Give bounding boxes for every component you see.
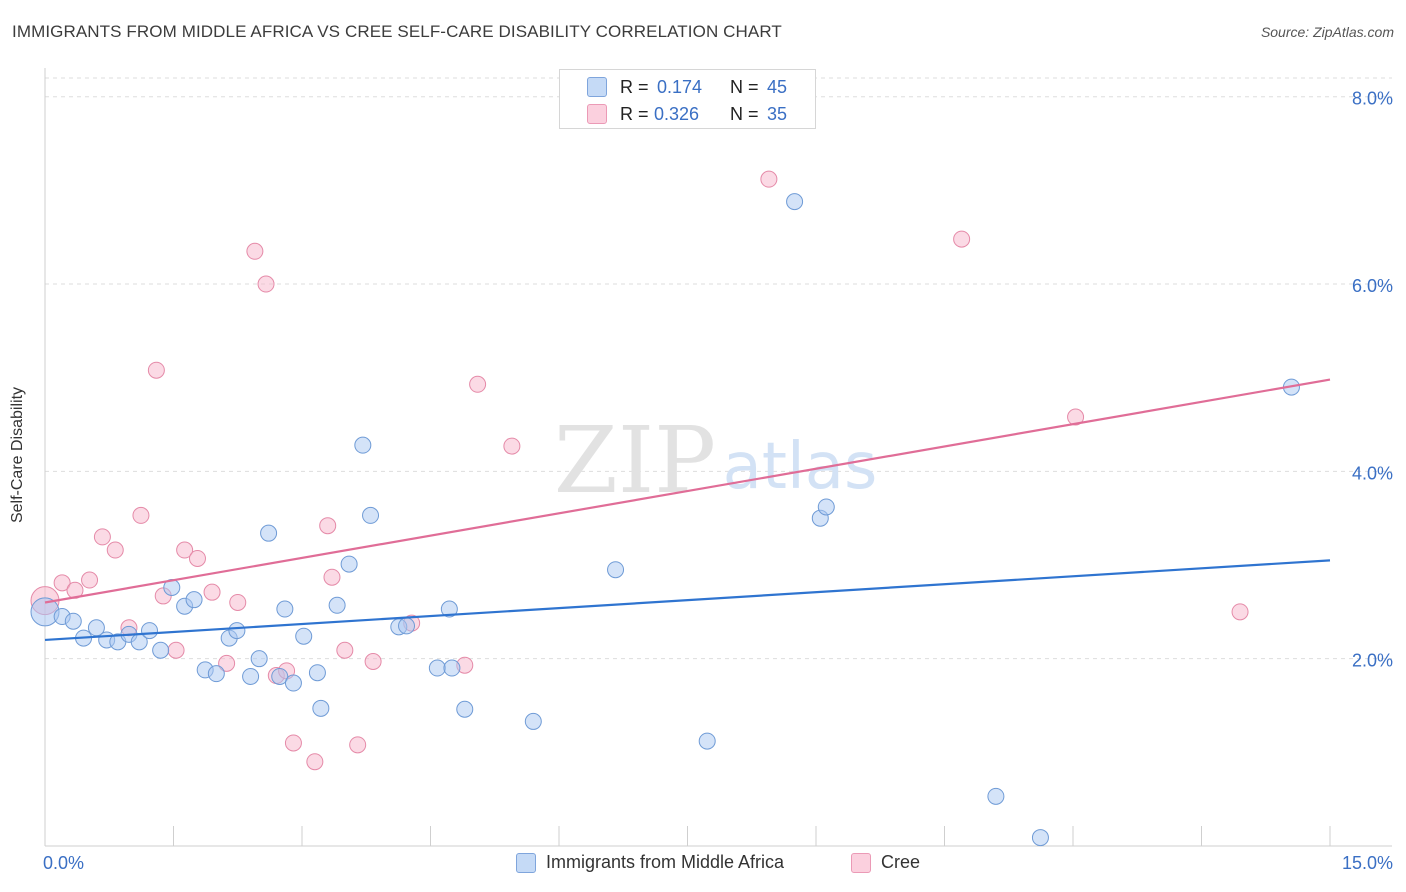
stats-r-value: 0.174 xyxy=(657,76,703,97)
legend-label-middle-africa: Immigrants from Middle Africa xyxy=(546,852,785,872)
stats-row-blue: R = 0.174 N = 45 xyxy=(560,74,815,100)
source-credit: Source: ZipAtlas.com xyxy=(1260,24,1394,40)
x-tick-label: 0.0% xyxy=(43,853,84,873)
middle-africa-point xyxy=(328,596,346,614)
y-tick-label: 2.0% xyxy=(1352,651,1393,671)
middle-africa-point xyxy=(817,498,835,516)
y-tick-labels: 2.0% 4.0% 6.0% 8.0% xyxy=(1352,89,1393,671)
middle-africa-point xyxy=(152,641,170,659)
cree-point xyxy=(503,437,521,455)
grid-lines xyxy=(45,77,1392,660)
cree-point xyxy=(106,541,124,559)
middle-africa-point xyxy=(141,622,159,640)
cree-point xyxy=(147,361,165,379)
x-tick-label: 15.0% xyxy=(1342,853,1393,873)
cree-point xyxy=(760,170,778,188)
chart-title: IMMIGRANTS FROM MIDDLE AFRICA VS CREE SE… xyxy=(12,22,782,41)
cree-point xyxy=(349,736,367,754)
middle-africa-point xyxy=(295,627,313,645)
cree-point xyxy=(1067,408,1085,426)
middle-africa-point xyxy=(312,699,330,717)
cree-point xyxy=(93,528,111,546)
y-tick-label: 8.0% xyxy=(1352,89,1393,109)
middle-africa-point xyxy=(242,667,260,685)
cree-point xyxy=(469,375,487,393)
cree-point xyxy=(953,230,971,248)
middle-africa-point xyxy=(456,700,474,718)
stats-r-label: R = xyxy=(620,103,649,124)
watermark-atlas: atlas xyxy=(723,430,878,504)
stats-n-value: 35 xyxy=(767,103,788,124)
middle-africa-point xyxy=(228,622,246,640)
legend-swatch-pink xyxy=(851,852,871,873)
stats-n-label: N = xyxy=(730,76,759,97)
cree-point xyxy=(323,568,341,586)
cree-point xyxy=(257,275,275,293)
middle-africa-point xyxy=(284,674,302,692)
middle-africa-point xyxy=(440,600,458,618)
cree-point xyxy=(218,654,236,672)
cree-point xyxy=(203,583,221,601)
cree-point xyxy=(188,549,206,567)
cree-point xyxy=(336,641,354,659)
middle-africa-point xyxy=(250,650,268,668)
middle-africa-point xyxy=(524,712,542,730)
middle-africa-point xyxy=(260,524,278,542)
stats-legend: R = 0.174 N = 45 R = 0.326 N = 35 xyxy=(559,69,816,129)
cree-point xyxy=(167,641,185,659)
cree-point xyxy=(284,734,302,752)
middle-africa-point xyxy=(276,600,294,618)
trend-lines xyxy=(44,378,1331,642)
cree-point xyxy=(364,652,382,670)
middle-africa-point xyxy=(340,555,358,573)
stats-n-value: 45 xyxy=(767,76,788,97)
y-axis-label: Self-Care Disability xyxy=(9,386,26,524)
cree-point xyxy=(81,571,99,589)
middle-africa-point xyxy=(207,665,225,683)
cree-point xyxy=(1231,603,1249,621)
stats-n-label: N = xyxy=(730,103,759,124)
cree-point xyxy=(306,753,324,771)
middle-africa-point xyxy=(185,591,203,609)
middle-africa-point xyxy=(443,659,461,677)
middle-africa-point xyxy=(354,436,372,454)
legend-item-cree[interactable]: Cree xyxy=(851,852,920,873)
legend-label-cree: Cree xyxy=(881,852,921,872)
series-legend: Immigrants from Middle Africa Cree xyxy=(0,852,1406,878)
watermark: ZIP atlas xyxy=(554,407,877,514)
stats-swatch-pink xyxy=(587,104,607,124)
cree-point xyxy=(176,541,194,559)
legend-item-middle-africa[interactable]: Immigrants from Middle Africa xyxy=(516,852,784,873)
stats-r-label: R = xyxy=(620,76,649,97)
stats-r-value: 0.326 xyxy=(654,103,700,124)
x-tick-labels: 0.0% 15.0% xyxy=(43,853,1393,873)
middle-africa-point xyxy=(271,667,289,685)
y-tick-label: 6.0% xyxy=(1352,276,1393,296)
data-points xyxy=(30,170,1300,847)
middle-africa-point xyxy=(1031,829,1049,847)
middle-africa-point xyxy=(308,664,326,682)
middle-africa-point xyxy=(987,787,1005,805)
cree-point xyxy=(53,574,71,592)
y-tick-label: 4.0% xyxy=(1352,463,1393,483)
cree-point xyxy=(246,242,264,260)
axes xyxy=(44,68,1392,847)
cree-point xyxy=(229,593,247,611)
cree-trend-line xyxy=(44,378,1331,604)
watermark-zip: ZIP xyxy=(554,407,716,514)
stats-row-pink: R = 0.326 N = 35 xyxy=(560,101,815,127)
cree-point xyxy=(319,517,337,535)
middle-africa-point xyxy=(698,732,716,750)
middle-africa-point xyxy=(607,561,625,579)
middle-africa-point xyxy=(362,506,380,524)
legend-swatch-blue xyxy=(516,852,536,873)
middle-africa-point xyxy=(428,659,446,677)
cree-point xyxy=(132,506,150,524)
middle-africa-trend-line xyxy=(44,559,1331,642)
stats-swatch-blue xyxy=(587,77,607,97)
middle-africa-point xyxy=(398,617,416,635)
middle-africa-point xyxy=(786,193,804,211)
middle-africa-point xyxy=(64,612,82,630)
